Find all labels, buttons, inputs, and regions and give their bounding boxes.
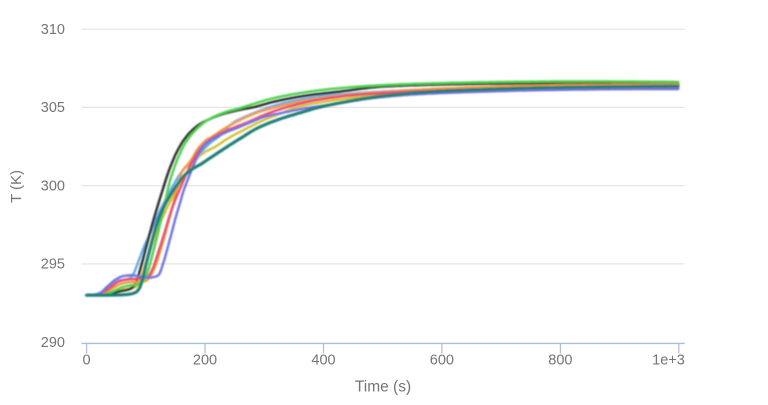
svg-text:200: 200	[193, 353, 217, 369]
svg-text:310: 310	[41, 22, 65, 38]
svg-text:T (K): T (K)	[8, 170, 25, 203]
svg-text:1e+3: 1e+3	[652, 353, 685, 369]
svg-text:305: 305	[41, 100, 65, 116]
svg-text:800: 800	[548, 353, 572, 369]
svg-text:295: 295	[41, 257, 65, 273]
svg-text:290: 290	[41, 335, 65, 351]
svg-text:600: 600	[430, 353, 454, 369]
svg-text:400: 400	[311, 353, 335, 369]
svg-text:300: 300	[41, 178, 65, 194]
svg-text:Time (s): Time (s)	[355, 379, 411, 396]
svg-text:0: 0	[83, 353, 91, 369]
